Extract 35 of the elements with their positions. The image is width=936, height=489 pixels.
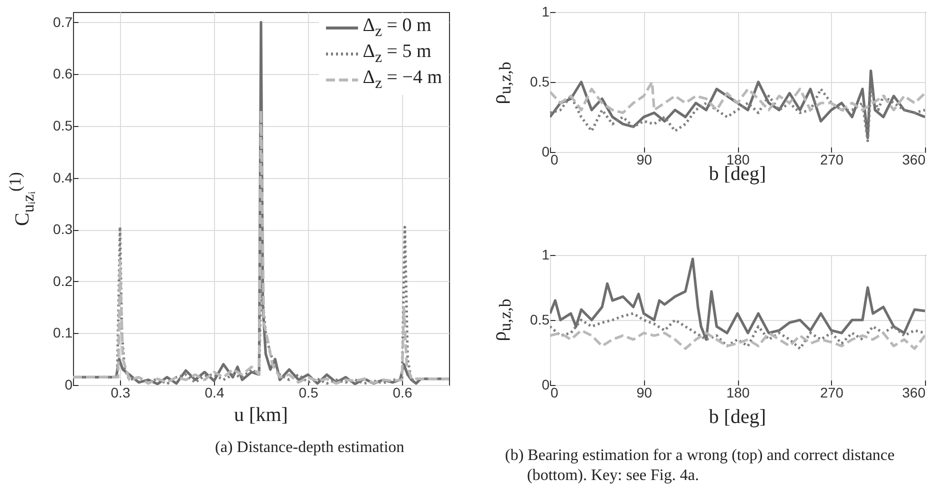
x-axis-title: u [km]: [234, 404, 288, 427]
line-series: [550, 312, 925, 350]
line-series: [73, 109, 449, 385]
line-series: [550, 80, 925, 114]
x-tick-label: 180: [726, 384, 750, 400]
y-tick-label: 0.3: [53, 221, 73, 238]
x-axis-title: b [deg]: [708, 406, 766, 429]
line-series: [550, 88, 925, 142]
y-tick-label: 0.2: [53, 272, 73, 289]
legend-label: Δ$_{z}$ = 5 m: [362, 41, 432, 67]
x-tick-label: 90: [636, 152, 652, 168]
x-tick-label: 90: [636, 384, 652, 400]
x-tick-label: 360: [902, 152, 926, 168]
y-tick-label: 1: [542, 4, 550, 20]
y-tick-label: 0.5: [530, 74, 550, 90]
x-tick-label: 0.5: [298, 384, 318, 400]
y-tick-label: 0.5: [530, 312, 550, 328]
text: (a) Distance-depth estimation: [215, 439, 404, 456]
legend-label: Δ$_{z}$ = −4 m: [362, 67, 442, 93]
y-tick-label: 0.4: [53, 169, 73, 186]
y-tick-label: 0.7: [53, 14, 73, 30]
text: (b) Bearing estimation for a wrong (top) and correct distance (bottom). Key: see Fig. 4a.: [505, 446, 896, 486]
x-tick-label: 270: [820, 384, 844, 400]
line-series: [550, 258, 925, 341]
y-tick-label: 1: [542, 246, 550, 262]
y-tick-label: 0.1: [53, 324, 73, 341]
x-tick-label: 0.4: [204, 384, 224, 400]
x-tick-label: 0.3: [110, 384, 130, 400]
x-tick-label: 270: [820, 152, 844, 168]
x-tick-label: 360: [902, 384, 926, 400]
y-tick-label: 0.6: [53, 66, 73, 82]
legend-label: Δ$_{z}$ = 0 m: [362, 15, 432, 41]
x-tick-label: 0.6: [392, 384, 412, 400]
y-tick-label: 0.5: [53, 117, 73, 134]
line-series: [550, 329, 925, 350]
